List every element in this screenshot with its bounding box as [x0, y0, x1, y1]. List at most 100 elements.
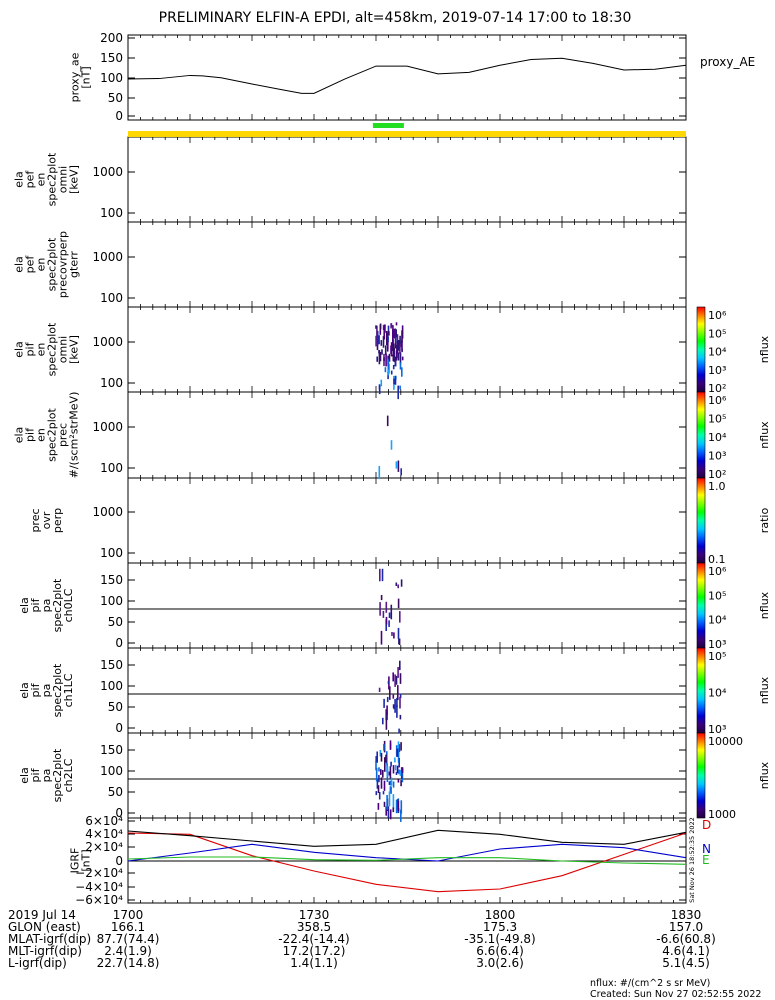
pif-omni-pixel: [379, 323, 382, 330]
y-axis-label-line-igrf: [nT]: [80, 849, 93, 871]
ch0lc-pixel: [380, 630, 383, 645]
panel-frame-pif_omni: [127, 306, 687, 393]
colorbar-tick-label-pif_omni: 10⁴: [708, 346, 727, 359]
colorbar-tick-label-pif_ch1LC: 10³: [708, 723, 726, 736]
pif-prec-pixel: [378, 466, 381, 480]
y-axis-label-line-pif_ch1LC: spec2plot: [51, 663, 64, 717]
green-science-zone-bar: [372, 123, 404, 128]
y-axis-label-line-pef_precovrperp: precovrperp: [57, 231, 70, 298]
y-axis-label-line-pef_omni: [keV]: [68, 165, 81, 194]
y-axis-label-line-pif_ch2LC: pa: [40, 769, 53, 783]
colorbar-tick-label-pif_omni: 10³: [708, 364, 726, 377]
pif-omni-pixel: [384, 367, 387, 373]
pif-omni-pixel: [375, 335, 377, 347]
y-tick-label-proxy_ae: 200: [100, 31, 123, 45]
pif-omni-pixel: [394, 328, 396, 336]
x-table-row-label: L-igrf(dip): [8, 956, 67, 970]
igrf-series-E: [127, 856, 687, 865]
panel-frame-proxy_ae: [127, 34, 687, 121]
pif-prec-pixel: [400, 468, 402, 476]
ch2lc-pixel: [386, 795, 388, 810]
y-tick-label-pif_ch2LC: 100: [100, 764, 123, 778]
y-axis-label-line-pif_ch1LC: ela: [18, 682, 31, 699]
proxy-ae-legend: proxy_AE: [700, 55, 755, 69]
x-table-value: -35.1(-49.8): [464, 932, 535, 946]
pif-omni-pixel: [382, 336, 385, 348]
pif-omni-pixel: [397, 340, 400, 351]
pif-omni-pixel: [379, 324, 382, 335]
y-axis-label-line-pif_ch2LC: pif: [29, 767, 42, 782]
y-axis-label-line-prec_ovr_perp: prec: [29, 508, 42, 532]
ch2lc-pixel: [378, 767, 380, 772]
y-tick-label-igrf: 2×10⁴: [85, 840, 123, 854]
colorbar-prec_ovr_perp: [696, 477, 706, 564]
pif-omni-pixel: [396, 341, 399, 347]
pif-omni-pixel: [392, 354, 395, 362]
ch2lc-pixel: [398, 769, 400, 775]
ch1lc-pixel: [394, 674, 396, 687]
ch1lc-pixel: [389, 686, 391, 700]
ch2lc-pixel: [394, 757, 396, 763]
y-tick-label-igrf: −6×10⁴: [75, 893, 123, 907]
y-axis-label-line-proxy_ae: [nT]: [80, 66, 93, 88]
y-tick-label-proxy_ae: 100: [100, 71, 123, 85]
pif-omni-pixel: [390, 323, 392, 329]
ch0lc-pixel: [397, 627, 400, 639]
x-table-value: 17.2(17.2): [283, 944, 346, 958]
yellow-orbit-bar: [128, 131, 686, 137]
x-table-value: 166.1: [111, 920, 145, 934]
y-tick-label-pif_ch0LC: 100: [100, 594, 123, 608]
colorbar-title-pif_ch1LC: nflux: [758, 676, 771, 704]
y-tick-label-pif_ch2LC: 0: [115, 806, 123, 820]
y-tick-label-pif_omni: 100: [100, 376, 123, 390]
pif-omni-pixel: [380, 340, 383, 346]
ch2lc-pixel: [389, 780, 392, 786]
y-tick-label-pif_prec: 100: [100, 461, 123, 475]
y-tick-label-prec_ovr_perp: 1000: [92, 505, 123, 519]
colorbar-tick-label-prec_ovr_perp: 0.1: [708, 553, 726, 566]
ch2lc-pixel: [400, 809, 402, 822]
pif-omni-pixel: [387, 336, 389, 343]
ch2lc-pixel: [392, 794, 395, 809]
ch2lc-pixel: [398, 758, 400, 768]
ch0lc-pixel: [398, 638, 400, 645]
pif-omni-pixel: [399, 343, 401, 354]
pif-omni-pixel: [394, 360, 397, 367]
pif-omni-pixel: [378, 335, 380, 345]
ch2lc-pixel: [382, 770, 384, 778]
y-axis-label-line-pif_ch1LC: pif: [29, 682, 42, 697]
y-axis-label-line-pif_ch2LC: spec2plot: [51, 748, 64, 802]
y-tick-label-pif_ch0LC: 150: [100, 573, 123, 587]
ch2lc-pixel: [376, 778, 379, 789]
ch2lc-pixel: [380, 777, 383, 789]
ch2lc-pixel: [384, 757, 386, 772]
pif-omni-pixel: [383, 357, 385, 362]
y-axis-label-line-pef_omni: spec2plot: [46, 152, 59, 206]
ch0lc-pixel: [397, 598, 400, 609]
ch1lc-pixel: [393, 704, 395, 710]
y-tick-label-igrf: −4×10⁴: [75, 880, 123, 894]
ch2lc-pixel: [397, 748, 400, 763]
x-table-value: 1730: [299, 908, 330, 922]
ch0lc-pixel: [391, 632, 393, 636]
ch2lc-pixel: [400, 767, 403, 779]
y-tick-label-igrf: −2×10⁴: [75, 866, 123, 880]
ch2lc-pixel: [398, 744, 401, 752]
y-tick-label-pef_omni: 1000: [92, 165, 123, 179]
x-table-value: 3.0(2.6): [476, 956, 524, 970]
ch0lc-pixel: [380, 595, 383, 601]
y-axis-label-line-pif_omni: [keV]: [68, 335, 81, 364]
ch1lc-pixel: [399, 660, 401, 671]
pif-omni-pixel: [393, 378, 395, 385]
igrf-legend-n: N: [702, 842, 711, 856]
ch2lc-pixel: [375, 761, 377, 771]
ch1lc-pixel: [385, 719, 388, 730]
pif-omni-pixel: [396, 334, 399, 345]
ch2lc-pixel: [389, 740, 392, 750]
y-axis-label-line-pef_omni: omni: [57, 166, 70, 193]
ch0lc-pixel: [388, 620, 390, 627]
ch2lc-pixel: [385, 754, 387, 763]
colorbar-tick-label-pif_ch2LC: 10000: [708, 735, 743, 748]
y-axis-label-line-pef_omni: ela: [13, 171, 26, 188]
ch0lc-pixel: [385, 619, 387, 631]
